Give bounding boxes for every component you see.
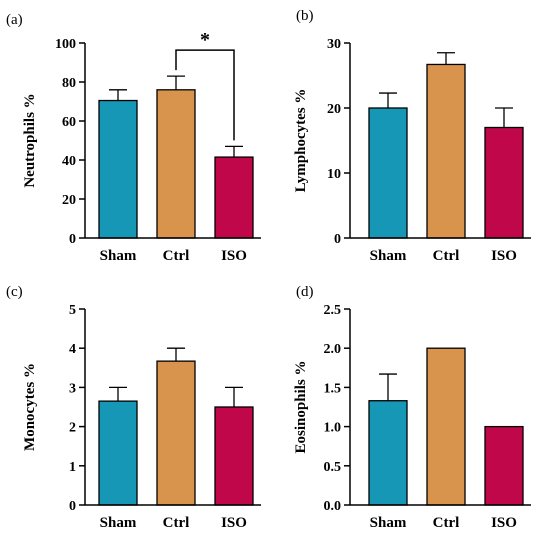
panel-label: (a) bbox=[6, 12, 23, 28]
y-tick-label: 3 bbox=[69, 381, 76, 396]
y-tick-label: 0.5 bbox=[324, 460, 342, 475]
panel-label: (b) bbox=[296, 8, 314, 24]
y-axis-label: Monocytes % bbox=[22, 363, 38, 451]
y-tick-label: 4 bbox=[69, 342, 76, 357]
bar-ctrl bbox=[156, 89, 196, 239]
y-axis-label: Neutrophils % bbox=[22, 93, 38, 187]
chart-panel-1: (a) Neutrophils % Sham Ctrl ISO 0 20 40 60 80 100 * bbox=[6, 12, 261, 264]
bar-iso bbox=[484, 425, 524, 506]
bar-ctrl bbox=[156, 360, 196, 506]
x-tick-label-iso: ISO bbox=[221, 515, 247, 531]
chart-panel-2: (b) Lymphocytes % Sham Ctrl ISO 0 10 20 30 bbox=[293, 8, 531, 264]
x-tick-label-sham: Sham bbox=[100, 515, 137, 531]
y-tick-label: 60 bbox=[62, 115, 76, 130]
y-tick-label: 20 bbox=[327, 102, 341, 117]
y-tick-label: 80 bbox=[62, 76, 76, 91]
chart-panel-3: (c) Monocytes % Sham Ctrl ISO 0 1 2 3 4 5 bbox=[6, 284, 261, 531]
x-tick-label-sham: Sham bbox=[370, 248, 407, 264]
bar-ctrl bbox=[426, 63, 466, 239]
bar-iso bbox=[484, 126, 524, 239]
y-tick-label: 1 bbox=[69, 460, 76, 475]
bar-sham bbox=[368, 400, 408, 506]
y-tick-label: 30 bbox=[327, 37, 341, 52]
y-tick-label: 0 bbox=[69, 232, 76, 247]
y-tick-label: 1.5 bbox=[324, 381, 342, 396]
significance-bracket bbox=[175, 49, 235, 141]
y-tick-label: 1.0 bbox=[324, 421, 342, 436]
bar-iso bbox=[214, 406, 254, 506]
x-tick-label-iso: ISO bbox=[221, 248, 247, 264]
bar-sham bbox=[368, 107, 408, 239]
x-tick-label-iso: ISO bbox=[491, 515, 517, 531]
chart-panel-4: (d) Eosinophils % Sham Ctrl ISO 0.0 0.5 1.0 1.5 2… bbox=[293, 284, 531, 531]
x-tick-label-ctrl: Ctrl bbox=[433, 515, 460, 531]
x-tick-label-iso: ISO bbox=[491, 248, 517, 264]
x-tick-label-ctrl: Ctrl bbox=[163, 248, 190, 264]
y-axis-label: Eosinophils % bbox=[293, 361, 309, 454]
bar-sham bbox=[98, 400, 138, 506]
y-tick-label: 0.0 bbox=[324, 499, 342, 514]
y-tick-label: 0 bbox=[69, 499, 76, 514]
y-tick-label: 20 bbox=[62, 193, 76, 208]
y-tick-label: 40 bbox=[62, 154, 76, 169]
y-tick-label: 10 bbox=[327, 167, 341, 182]
panel-label: (c) bbox=[6, 284, 23, 300]
bar-iso bbox=[214, 156, 254, 239]
x-tick-label-ctrl: Ctrl bbox=[433, 248, 460, 264]
y-tick-label: 100 bbox=[55, 37, 76, 52]
y-tick-label: 2.5 bbox=[324, 303, 342, 318]
y-tick-label: 0 bbox=[334, 232, 341, 247]
panel-label: (d) bbox=[296, 284, 314, 300]
bar-ctrl bbox=[426, 347, 466, 506]
x-tick-label-sham: Sham bbox=[370, 515, 407, 531]
x-tick-label-sham: Sham bbox=[100, 248, 137, 264]
significance-label: * bbox=[200, 29, 210, 51]
bar-sham bbox=[98, 99, 138, 239]
y-tick-label: 2.0 bbox=[324, 342, 342, 357]
y-tick-label: 2 bbox=[69, 421, 76, 436]
y-axis-label: Lymphocytes % bbox=[293, 89, 309, 193]
y-tick-label: 5 bbox=[69, 303, 76, 318]
x-tick-label-ctrl: Ctrl bbox=[163, 515, 190, 531]
